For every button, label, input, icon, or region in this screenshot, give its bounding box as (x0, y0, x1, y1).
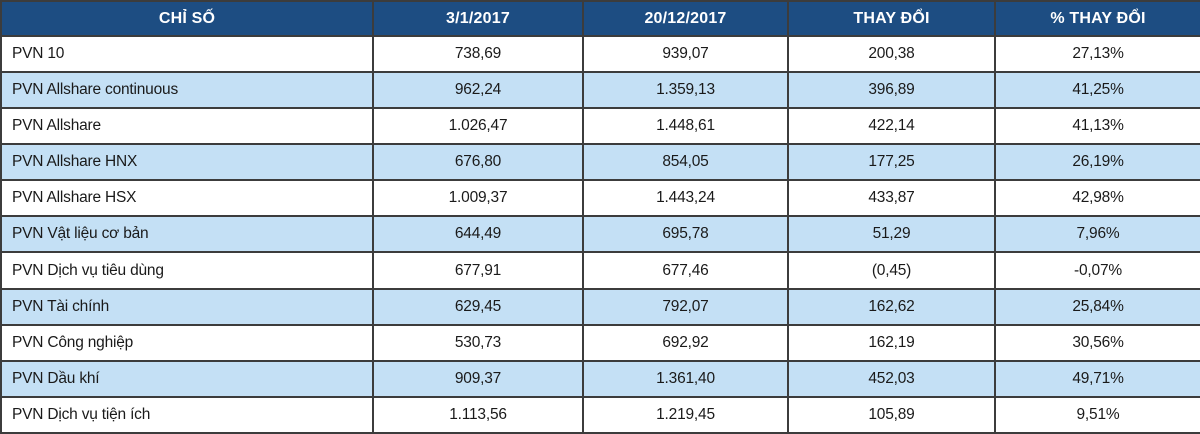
cell-value: 792,07 (582, 287, 789, 326)
row-label: PVN Vật liệu cơ bản (0, 215, 374, 254)
table-row: PVN Allshare 1.026,47 1.448,61 422,14 41,13% (0, 107, 1200, 146)
row-label: PVN Công nghiệp (0, 323, 374, 362)
cell-value: 695,78 (582, 215, 789, 254)
column-header-date-start: 3/1/2017 (372, 0, 584, 37)
cell-value: 962,24 (372, 71, 584, 110)
cell-value: 162,19 (787, 323, 996, 362)
row-label: PVN Allshare (0, 107, 374, 146)
table-body: PVN 10 738,69 939,07 200,38 27,13% PVN Allsha… (0, 34, 1200, 434)
cell-value: 49,71% (994, 359, 1200, 398)
cell-value: 177,25 (787, 143, 996, 182)
cell-value: 854,05 (582, 143, 789, 182)
header-row: CHỈ SỐ 3/1/2017 20/12/2017 THAY ĐỔI % TH… (0, 0, 1200, 37)
cell-value: 42,98% (994, 179, 1200, 218)
column-header-index-name: CHỈ SỐ (0, 0, 374, 37)
cell-value: 692,92 (582, 323, 789, 362)
cell-value: 1.448,61 (582, 107, 789, 146)
table-row: PVN Allshare HSX 1.009,37 1.443,24 433,87 42… (0, 179, 1200, 218)
cell-value: 629,45 (372, 287, 584, 326)
row-label: PVN Tài chính (0, 287, 374, 326)
row-label: PVN 10 (0, 34, 374, 74)
table-row: PVN Dầu khí 909,37 1.361,40 452,03 49,71% (0, 359, 1200, 398)
cell-value: 1.359,13 (582, 71, 789, 110)
table-row: PVN Allshare HNX 676,80 854,05 177,25 26,19% (0, 143, 1200, 182)
cell-value: 25,84% (994, 287, 1200, 326)
cell-value: 676,80 (372, 143, 584, 182)
cell-value: 452,03 (787, 359, 996, 398)
cell-value: 433,87 (787, 179, 996, 218)
table-row: PVN Công nghiệp 530,73 692,92 162,19 30,56% (0, 323, 1200, 362)
row-label: PVN Allshare HSX (0, 179, 374, 218)
column-header-change: THAY ĐỔI (787, 0, 996, 37)
cell-value: 677,46 (582, 251, 789, 290)
cell-value: 9,51% (994, 395, 1200, 434)
cell-value: 1.219,45 (582, 395, 789, 434)
cell-value: 41,25% (994, 71, 1200, 110)
cell-value: 1.361,40 (582, 359, 789, 398)
cell-value: 162,62 (787, 287, 996, 326)
cell-value: 1.443,24 (582, 179, 789, 218)
cell-value: 909,37 (372, 359, 584, 398)
cell-value: 939,07 (582, 34, 789, 74)
table-row: PVN Dịch vụ tiêu dùng 677,91 677,46 (0,45) -… (0, 251, 1200, 290)
row-label: PVN Dầu khí (0, 359, 374, 398)
cell-value: 530,73 (372, 323, 584, 362)
table-row: PVN Tài chính 629,45 792,07 162,62 25,84% (0, 287, 1200, 326)
cell-value: 41,13% (994, 107, 1200, 146)
row-label: PVN Dịch vụ tiện ích (0, 395, 374, 434)
row-label: PVN Allshare HNX (0, 143, 374, 182)
cell-value: 7,96% (994, 215, 1200, 254)
cell-value: 1.026,47 (372, 107, 584, 146)
cell-value: 644,49 (372, 215, 584, 254)
table-header: CHỈ SỐ 3/1/2017 20/12/2017 THAY ĐỔI % TH… (0, 0, 1200, 37)
cell-value: 30,56% (994, 323, 1200, 362)
column-header-date-end: 20/12/2017 (582, 0, 789, 37)
cell-value: 422,14 (787, 107, 996, 146)
table-row: PVN Vật liệu cơ bản 644,49 695,78 51,29 7,96… (0, 215, 1200, 254)
cell-value: 738,69 (372, 34, 584, 74)
cell-value: -0,07% (994, 251, 1200, 290)
cell-value: 200,38 (787, 34, 996, 74)
column-header-change-percent: % THAY ĐỔI (994, 0, 1200, 37)
cell-value: 51,29 (787, 215, 996, 254)
row-label: PVN Allshare continuous (0, 71, 374, 110)
table-row: PVN 10 738,69 939,07 200,38 27,13% (0, 34, 1200, 74)
cell-value: (0,45) (787, 251, 996, 290)
cell-value: 1.009,37 (372, 179, 584, 218)
cell-value: 26,19% (994, 143, 1200, 182)
cell-value: 27,13% (994, 34, 1200, 74)
row-label: PVN Dịch vụ tiêu dùng (0, 251, 374, 290)
cell-value: 105,89 (787, 395, 996, 434)
cell-value: 677,91 (372, 251, 584, 290)
cell-value: 1.113,56 (372, 395, 584, 434)
cell-value: 396,89 (787, 71, 996, 110)
table-row: PVN Allshare continuous 962,24 1.359,13 396… (0, 71, 1200, 110)
table-row: PVN Dịch vụ tiện ích 1.113,56 1.219,45 105,… (0, 395, 1200, 434)
